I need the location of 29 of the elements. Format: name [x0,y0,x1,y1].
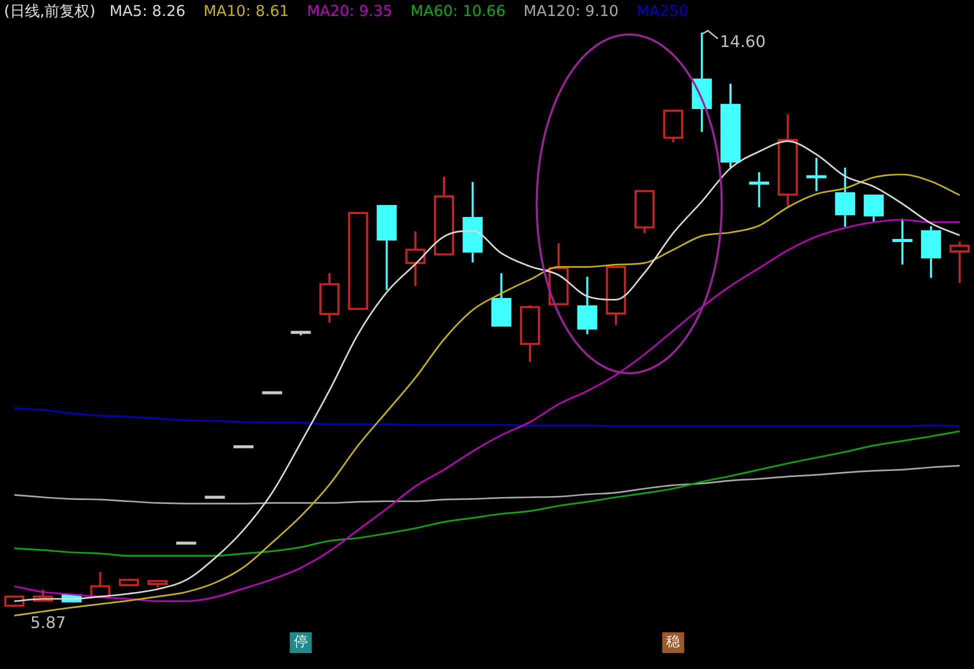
candlestick [950,240,970,284]
text: 5.87 [30,613,66,632]
candlestick [720,82,740,169]
text: MA250 [636,2,688,20]
candlestick [520,304,540,363]
candlestick [778,113,798,208]
text: MA60: 10.66 [410,2,506,20]
candlestick [606,266,626,326]
text: MA5: 8.26 [109,2,186,20]
candlestick [892,218,912,266]
candlestick [749,171,770,208]
candlestick [835,166,856,228]
candlestick [376,204,397,291]
annotation: 14.60 [720,32,766,51]
candlestick [462,180,483,264]
x-tick-label: 停 [294,634,308,650]
candlestick [921,225,942,279]
candlestick [806,156,826,192]
text: MA120: 9.10 [524,2,619,20]
candlestick [405,230,426,287]
candlestick [491,272,512,327]
chart-title: (日线,前复权) [4,2,96,20]
candlestick [577,276,598,336]
candlestick [548,242,569,306]
candlestick [434,176,454,256]
text: MA20: 9.35 [306,2,392,20]
candlestick [319,272,340,324]
x-tick-label: 稳 [666,634,680,650]
text: MA10: 8.61 [203,2,289,20]
